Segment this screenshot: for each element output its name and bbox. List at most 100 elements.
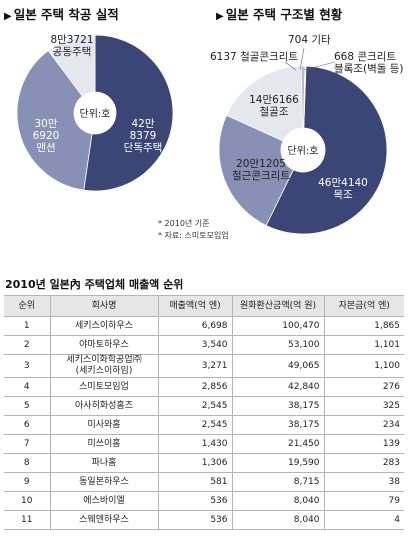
- center-label: 단위:호: [80, 107, 111, 120]
- table-row: 10 에스바이엘 536 8,040 79: [4, 491, 404, 511]
- table-cell: 581: [157, 472, 233, 492]
- value-label: 668 콘크리트 블록조(벽돌 등): [334, 51, 406, 75]
- header-cell: 순위: [4, 295, 51, 317]
- table-cell: 38,175: [231, 396, 325, 416]
- table-row: 4 스미토모임업 2,856 42,840 276: [4, 377, 404, 397]
- footnote: * 2010년 기준: [158, 219, 210, 228]
- table-row: 6 미사와홈 2,545 38,175 234: [4, 415, 404, 435]
- table-cell: 234: [323, 415, 404, 435]
- category-label: 콘크리트 블록조(벽돌 등): [334, 51, 404, 75]
- table-cell: 11: [4, 510, 51, 530]
- table-row: 9 동일본하우스 581 8,715 38: [4, 472, 404, 492]
- value-label: 6137: [210, 51, 237, 63]
- table-cell: 7: [4, 434, 51, 454]
- table-cell: 1,101: [323, 335, 404, 355]
- category-label: 맨션: [36, 142, 56, 154]
- table-cell: 8,040: [231, 510, 325, 530]
- header-cell: 원화환산금액(억 원): [231, 295, 325, 317]
- category-label: 단독주택: [123, 142, 163, 154]
- table-cell: 325: [323, 396, 404, 416]
- value-label: 14만6166: [249, 94, 299, 106]
- table-cell: 스웨덴하우스: [49, 510, 159, 530]
- table-cell: 1: [4, 316, 51, 336]
- table-cell: 8: [4, 453, 51, 473]
- table-row: 3 세키스이화학공업㈜ (세키스이하임) 3,271 49,065 1,100: [4, 354, 404, 378]
- center-hole: [281, 128, 325, 172]
- ranking-table: 순위 회사명 매출액(억 엔) 원화환산금액(억 원) 자본금(억 엔) 1 세키스이하우…: [4, 295, 404, 530]
- value-label: 704 기타: [288, 34, 331, 46]
- table-cell: 에스바이엘: [49, 491, 159, 511]
- table-cell: 세키스이화학공업㈜ (세키스이하임): [49, 354, 159, 378]
- leader-line: [299, 47, 305, 71]
- table-cell: 42,840: [231, 377, 325, 397]
- table-cell: 파나홈: [49, 453, 159, 473]
- center-hole: [74, 92, 116, 134]
- category-label: 철골콘크리트: [240, 51, 299, 63]
- table-row: 1 세키스이하우스 6,698 100,470 1,865: [4, 316, 404, 336]
- value-label: 42만 8379: [129, 118, 157, 142]
- table-cell: 야마토하우스: [49, 335, 159, 355]
- value-label: 8만3721: [50, 34, 94, 46]
- table-cell: 2,545: [157, 415, 233, 435]
- chart-title: 일본 주택 착공 실적: [4, 4, 119, 23]
- table-cell: 8,040: [231, 491, 325, 511]
- table-cell: 미쓰이홈: [49, 434, 159, 454]
- table-row: 8 파나홈 1,306 19,590 283: [4, 453, 404, 473]
- table-cell: 4: [4, 377, 51, 397]
- header-cell: 회사명: [49, 295, 159, 317]
- table-cell: 9: [4, 472, 51, 492]
- table-cell: 536: [157, 491, 233, 511]
- table-cell: 3,271: [157, 354, 233, 378]
- category-label: 공동주택: [52, 46, 92, 58]
- table-row: 11 스웨덴하우스 536 8,040 4: [4, 510, 404, 530]
- table-cell: 6: [4, 415, 51, 435]
- table-cell: 3: [4, 354, 51, 378]
- category-label: 기타: [311, 34, 331, 46]
- table-cell: 2,545: [157, 396, 233, 416]
- table-cell: 5: [4, 396, 51, 416]
- leader-line: [284, 61, 297, 71]
- table-row: 7 미쓰이홈 1,430 21,450 139: [4, 434, 404, 454]
- table-cell: 동일본하우스: [49, 472, 159, 492]
- pie-slice: [83, 34, 174, 192]
- table-cell: 38,175: [231, 415, 325, 435]
- table-body: 1 세키스이하우스 6,698 100,470 1,865 2 야마토하우스 3,540 53,…: [4, 316, 404, 530]
- value-label: 30만 6920: [32, 118, 60, 142]
- table-row: 2 야마토하우스 3,540 53,100 1,101: [4, 335, 404, 355]
- table-cell: 10: [4, 491, 51, 511]
- table-cell: 100,470: [231, 316, 325, 336]
- pie: 단위:호: [218, 65, 388, 235]
- table-cell: 8,715: [231, 472, 325, 492]
- header-row: 순위 회사명 매출액(억 엔) 원화환산금액(억 원) 자본금(억 엔): [4, 295, 404, 317]
- table-cell: 49,065: [231, 354, 325, 378]
- table-cell: 1,865: [323, 316, 404, 336]
- table-cell: 2: [4, 335, 51, 355]
- value-label: 6137 철골콘크리트: [210, 51, 298, 63]
- table-cell: 세키스이하우스: [49, 316, 159, 336]
- value-label: 46만4140: [318, 177, 368, 189]
- center-label: 단위:호: [288, 144, 319, 157]
- category-label: 철골조: [259, 106, 289, 118]
- table-cell: 1,430: [157, 434, 233, 454]
- table-cell: 4: [323, 510, 404, 530]
- table-cell: 38: [323, 472, 404, 492]
- footnote: * 자료: 스미토모임업: [158, 231, 229, 240]
- table-cell: 3,540: [157, 335, 233, 355]
- pie-charts: 단위:호단위:호: [16, 34, 388, 235]
- chart-title: 일본 주택 구조별 현황: [216, 4, 343, 23]
- value-label: 668: [334, 51, 355, 63]
- table-cell: 아사히화성홈즈: [49, 396, 159, 416]
- table-cell: 276: [323, 377, 404, 397]
- value-label: 20만1205: [236, 158, 286, 170]
- table-cell: 1,306: [157, 453, 233, 473]
- category-label: 철근콘크리트: [232, 170, 290, 182]
- table-cell: 1,100: [323, 354, 404, 378]
- table-cell: 139: [323, 434, 404, 454]
- value-label: 704: [288, 34, 309, 46]
- table-cell: 283: [323, 453, 404, 473]
- table-cell: 536: [157, 510, 233, 530]
- header-cell: 자본금(억 엔): [323, 295, 404, 317]
- header-cell: 매출액(억 엔): [157, 295, 233, 317]
- category-label: 목조: [333, 189, 353, 201]
